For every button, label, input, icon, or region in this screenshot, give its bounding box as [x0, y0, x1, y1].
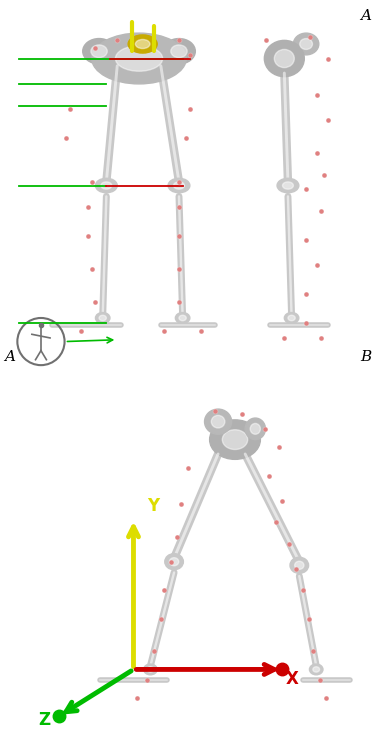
Ellipse shape	[101, 182, 112, 189]
Ellipse shape	[284, 312, 299, 324]
Ellipse shape	[144, 664, 157, 675]
Ellipse shape	[179, 315, 186, 321]
Text: B: B	[360, 350, 371, 364]
Ellipse shape	[147, 667, 154, 672]
Ellipse shape	[210, 420, 261, 460]
Ellipse shape	[300, 39, 312, 49]
Ellipse shape	[174, 182, 185, 189]
Ellipse shape	[288, 315, 295, 321]
Ellipse shape	[91, 45, 107, 57]
Ellipse shape	[277, 178, 299, 193]
Text: Y: Y	[147, 497, 159, 516]
Ellipse shape	[115, 46, 163, 71]
Ellipse shape	[211, 415, 225, 428]
Ellipse shape	[245, 418, 265, 440]
Ellipse shape	[83, 39, 115, 64]
Ellipse shape	[222, 429, 248, 450]
Ellipse shape	[290, 557, 309, 573]
Ellipse shape	[175, 312, 190, 324]
Text: A: A	[361, 9, 371, 23]
Ellipse shape	[293, 33, 319, 55]
Ellipse shape	[99, 315, 106, 321]
Text: X: X	[286, 670, 299, 688]
Ellipse shape	[128, 35, 157, 53]
Text: A: A	[5, 350, 15, 364]
Ellipse shape	[205, 409, 232, 434]
Ellipse shape	[96, 178, 117, 193]
Ellipse shape	[170, 558, 179, 565]
Ellipse shape	[282, 182, 293, 189]
Text: Z: Z	[39, 711, 51, 729]
Ellipse shape	[163, 39, 195, 64]
Ellipse shape	[135, 39, 150, 48]
Ellipse shape	[96, 312, 110, 324]
Ellipse shape	[313, 667, 320, 672]
Ellipse shape	[274, 49, 294, 67]
Ellipse shape	[264, 40, 304, 76]
Ellipse shape	[250, 423, 261, 434]
Ellipse shape	[165, 553, 183, 570]
Ellipse shape	[309, 664, 323, 675]
Ellipse shape	[168, 178, 190, 193]
Ellipse shape	[92, 33, 186, 84]
Ellipse shape	[171, 45, 187, 57]
Ellipse shape	[295, 561, 304, 569]
